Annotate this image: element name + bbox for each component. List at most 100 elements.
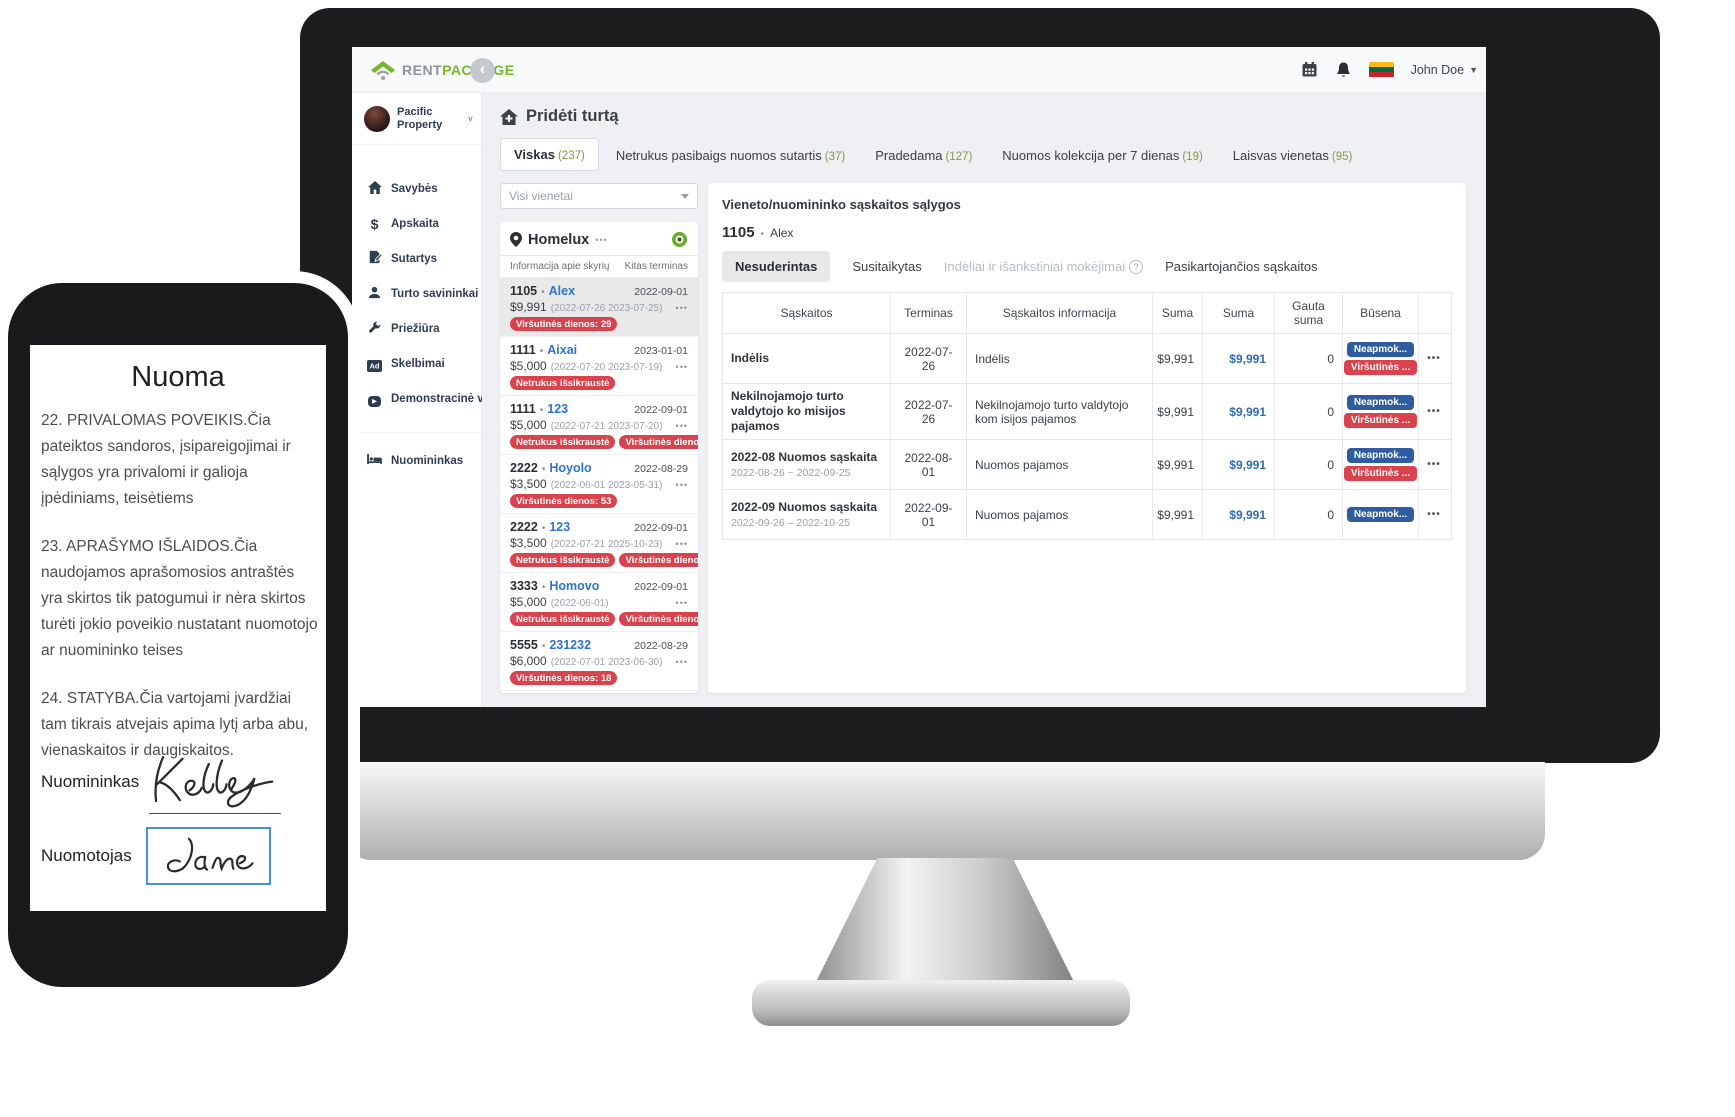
sidebar-item-maintenance[interactable]: Priežiūra xyxy=(352,311,481,346)
unit-list-item[interactable]: 3333 • Homovo 2022-09-01 $5,000 (2022-06-01)… xyxy=(500,573,698,632)
unit-tenant-name: Homovo xyxy=(549,579,600,593)
unit-list-item[interactable]: 1105 • Alex 2022-09-01 $9,991 (2022-07-26 20… xyxy=(500,278,698,337)
row-menu-icon[interactable]: ••• xyxy=(675,421,688,431)
unit-list-item[interactable]: 2222 • Hoyolo 2022-08-29 $3,500 (2022-06-01 … xyxy=(500,455,698,514)
eye-icon[interactable] xyxy=(671,231,688,248)
row-menu-icon[interactable]: ••• xyxy=(675,598,688,608)
collapse-sidebar-button[interactable]: ‹ xyxy=(470,58,495,83)
unit-list-item[interactable]: 1111 • Aixai 2023-01-01 $5,000 (2022-07-20 2… xyxy=(500,337,698,396)
tab-deposits-prepayments[interactable]: Indėliai ir išankstiniai mokėjimai? xyxy=(944,251,1144,282)
sidebar-item-tenant[interactable]: Nuomininkas xyxy=(352,443,481,478)
invoice-received: 0 xyxy=(1275,384,1343,439)
detail-unit-id: 1105 xyxy=(722,224,755,241)
tenant-label: Nuomininkas xyxy=(41,772,140,791)
status-badge: Viršutinės dienos: 18 xyxy=(510,671,618,685)
add-property-house-icon xyxy=(500,108,518,125)
roof-logo-icon xyxy=(371,60,395,80)
help-icon[interactable]: ? xyxy=(1129,260,1144,274)
invoice-period: 2022-08-26 ~ 2022-09-25 xyxy=(731,467,851,479)
landlord-signature-box[interactable] xyxy=(145,827,271,885)
detail-card: Vieneto/nuomininko sąskaitos sąlygos 110… xyxy=(708,183,1466,693)
org-name: Pacific Property xyxy=(397,105,443,131)
invoice-name: Indėlis xyxy=(731,351,770,365)
unit-next-date: 2023-01-01 xyxy=(634,345,688,357)
chevron-down-icon: ˅ xyxy=(467,113,473,124)
unit-lease-period: (2022-07-20 2023-07-19) xyxy=(550,362,663,373)
status-badge: Viršutinės dienos: 29 xyxy=(510,317,618,331)
sidebar-item-contracts[interactable]: Sutartys xyxy=(352,241,481,276)
app-header: RENTPACKAGE ‹ John Doe ▼ xyxy=(352,47,1486,93)
sidebar-item-listings[interactable]: Ad Skelbimai xyxy=(352,346,481,381)
tab-recurring-invoices[interactable]: Pasikartojančios sąskaitos xyxy=(1165,259,1318,274)
row-menu-icon[interactable]: ••• xyxy=(1427,509,1441,520)
document-paragraph: 24. STATYBA.Čia vartojami įvardžiai tam … xyxy=(41,690,309,759)
row-menu-icon[interactable]: ••• xyxy=(675,657,688,667)
invoice-info: Indėlis xyxy=(967,334,1153,383)
row-menu-icon[interactable]: ••• xyxy=(1427,459,1441,470)
document-title: Nuoma xyxy=(131,361,225,393)
unit-list-item[interactable]: 5555 • 231232 2022-08-29 $6,000 (2022-07-01 … xyxy=(500,632,698,691)
landlord-signature xyxy=(167,837,254,873)
invoice-amount-link[interactable]: $9,991 xyxy=(1229,351,1266,366)
invoice-amount-link[interactable]: $9,991 xyxy=(1229,457,1266,472)
unit-next-date: 2022-08-29 xyxy=(634,463,688,475)
row-menu-icon[interactable]: ••• xyxy=(1427,406,1441,417)
brand-rent: RENT xyxy=(402,61,443,78)
sidebar-item-demo-video[interactable]: ▶ Demonstracinė v... xyxy=(352,381,492,416)
app-screen: RENTPACKAGE ‹ John Doe ▼ xyxy=(352,47,1486,707)
document-paragraph: 22. PRIVALOMAS POVEIKIS.Čia pateiktos sa… xyxy=(41,412,291,507)
row-menu-icon[interactable]: ••• xyxy=(675,539,688,549)
unit-tenant-name: Hoyolo xyxy=(549,461,592,475)
group-name: Homelux xyxy=(528,231,590,248)
invoice-amount: $9,991 xyxy=(1153,334,1203,383)
user-menu[interactable]: John Doe ▼ xyxy=(1411,63,1478,77)
unit-price: $3,500 xyxy=(510,477,547,491)
tab-starting[interactable]: Pradedama (127) xyxy=(875,148,973,163)
invoice-info: Nekilnojamojo turto valdytojo kom isijos… xyxy=(967,384,1153,439)
calendar-icon[interactable] xyxy=(1301,61,1318,78)
invoice-name: Nekilnojamojo turto valdytojo ko misijos… xyxy=(731,389,846,433)
group-menu-icon[interactable]: ••• xyxy=(595,234,608,245)
table-row: 2022-08 Nuomos sąskaita 2022-08-26 ~ 2022… xyxy=(723,440,1451,490)
org-switcher[interactable]: Pacific Property ˅ xyxy=(352,93,481,145)
unit-lease-period: (2022-06-01) xyxy=(550,598,609,609)
detail-tabs: Nesuderintas Susitaikytas Indėliai ir iš… xyxy=(722,251,1452,282)
language-flag-lithuania[interactable] xyxy=(1368,61,1394,78)
table-row: 2022-09 Nuomos sąskaita 2022-09-26 – 2022… xyxy=(723,490,1451,540)
row-menu-icon[interactable]: ••• xyxy=(675,303,688,313)
unit-list-column-headers: Informacija apie skyrių Kitas terminas xyxy=(500,255,698,278)
unit-list-item[interactable]: 2222 • 123 2022-09-01 $3,500 (2022-07-21 202… xyxy=(500,514,698,573)
invoice-due-date: 2022-09-01 xyxy=(891,490,967,539)
status-tabs: Viskas (237) Netrukus pasibaigs nuomos su… xyxy=(500,138,1466,171)
sidebar-item-properties[interactable]: Savybės xyxy=(352,171,481,206)
tab-unreconciled[interactable]: Nesuderintas xyxy=(722,251,831,282)
invoice-amount-link[interactable]: $9,991 xyxy=(1229,404,1266,419)
sidebar-divider xyxy=(352,432,481,433)
location-pin-icon xyxy=(510,232,522,247)
invoice-due-date: 2022-07-26 xyxy=(891,384,967,439)
sidebar-item-accounting[interactable]: $ Apskaita xyxy=(352,206,481,241)
sidebar-item-owners[interactable]: Turto savininkai xyxy=(352,276,481,311)
unit-tenant-name: 123 xyxy=(549,520,571,534)
row-menu-icon[interactable]: ••• xyxy=(675,480,688,490)
tab-lease-ending[interactable]: Netrukus pasibaigs nuomos sutartis (37) xyxy=(615,148,846,163)
notifications-bell-icon[interactable] xyxy=(1335,61,1352,79)
tab-all[interactable]: Viskas (237) xyxy=(500,138,599,171)
status-badge: Netrukus išsikraustė xyxy=(510,553,616,567)
row-menu-icon[interactable]: ••• xyxy=(675,362,688,372)
invoice-amount-link[interactable]: $9,991 xyxy=(1229,507,1266,522)
unit-price: $3,500 xyxy=(510,536,547,550)
tab-reconciled[interactable]: Susitaikytas xyxy=(852,259,922,274)
unit-list-item[interactable]: 1111 • 123 2022-09-01 $5,000 (2022-07-21 202… xyxy=(500,396,698,455)
tab-vacant[interactable]: Laisvas vienetas (95) xyxy=(1232,148,1353,163)
wrench-icon xyxy=(367,321,382,337)
bed-icon xyxy=(367,453,382,468)
detail-tenant-name: Alex xyxy=(770,226,794,240)
tab-rent-collection[interactable]: Nuomos kolekcija per 7 dienas (19) xyxy=(1002,148,1203,163)
unit-filter-select[interactable]: Visi vienetai xyxy=(500,183,698,209)
status-badge-overdue: Viršutinės ... xyxy=(1343,466,1418,481)
row-menu-icon[interactable]: ••• xyxy=(1427,353,1441,364)
phone-screen: Nuoma 22. PRIVALOMAS POVEIKIS.Čia pateik… xyxy=(30,345,326,911)
status-badge-unpaid: Neapmok... xyxy=(1346,395,1415,410)
unit-next-date: 2022-09-01 xyxy=(634,404,688,416)
